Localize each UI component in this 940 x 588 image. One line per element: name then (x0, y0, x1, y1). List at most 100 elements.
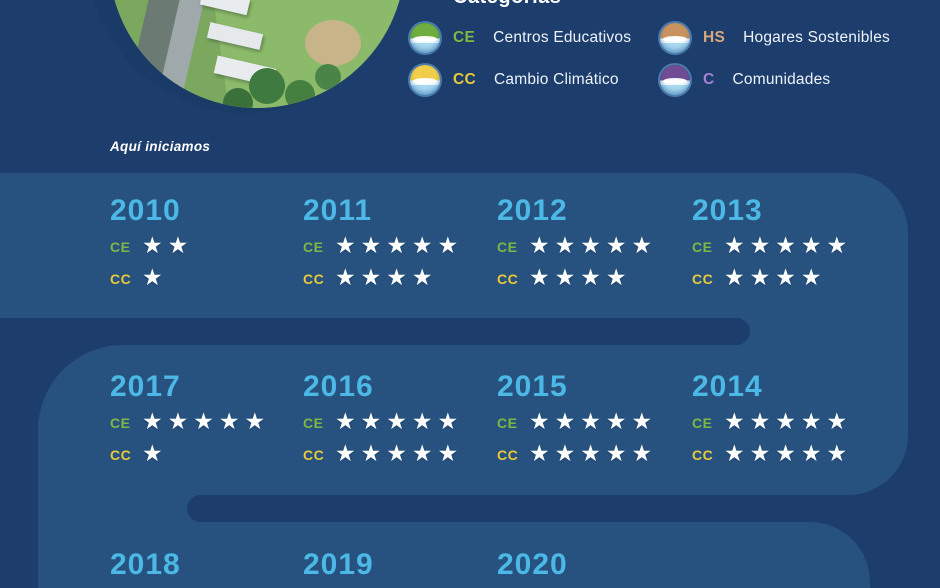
legend-code-cc: CC (453, 70, 476, 88)
rating-stars-2015-ce: ★★★★★ (529, 409, 658, 435)
rating-row-2011-ce: CE ★★★★★ (303, 233, 493, 260)
rating-stars-2011-cc: ★★★★ (335, 265, 438, 291)
rating-code-cc: CC (110, 270, 132, 287)
rating-stars-2013-ce: ★★★★★ (724, 233, 853, 259)
year-label-2012: 2012 (497, 194, 568, 227)
rating-stars-2012-ce: ★★★★★ (529, 233, 658, 259)
rating-code-cc: CC (497, 446, 519, 463)
year-card-2020: 2020 (497, 548, 687, 582)
sun-water-icon (410, 64, 440, 95)
rating-row-2013-cc: CC ★★★★ (692, 265, 882, 292)
timeline-gap-1 (0, 318, 750, 345)
photo-infield (305, 20, 361, 66)
year-label-2018: 2018 (110, 548, 181, 581)
rating-row-2013-ce: CE ★★★★★ (692, 233, 882, 260)
rating-row-2012-ce: CE ★★★★★ (497, 233, 687, 260)
rating-row-2015-cc: CC ★★★★★ (497, 441, 687, 468)
rating-row-2017-ce: CE ★★★★★ (110, 409, 300, 436)
year-card-2011: 2011 CE ★★★★★ CC ★★★★ (303, 194, 493, 292)
legend-code-hs: HS (703, 28, 726, 46)
legend-label-c: Comunidades (732, 70, 831, 88)
year-label-2019: 2019 (303, 548, 374, 581)
legend-label-cc: Cambio Climático (494, 70, 619, 88)
rating-stars-2010-ce: ★★ (142, 233, 194, 259)
rating-code-ce: CE (692, 414, 713, 431)
legend-item-c: C Comunidades (660, 64, 890, 95)
year-card-2019: 2019 (303, 548, 493, 582)
sand-mountain-water-icon (660, 22, 690, 53)
rating-row-2012-cc: CC ★★★★ (497, 265, 687, 292)
rating-code-ce: CE (303, 414, 324, 431)
rating-code-cc: CC (110, 446, 132, 463)
legend-item-hs: HS Hogares Sostenibles (660, 22, 890, 53)
legend: CE Centros Educativos HS Hogares Sostenible… (410, 22, 890, 95)
rating-stars-2017-cc: ★ (142, 441, 168, 467)
year-card-2016: 2016 CE ★★★★★ CC ★★★★★ (303, 370, 493, 468)
rating-row-2017-cc: CC ★ (110, 441, 300, 468)
timeline-connector-right (740, 173, 908, 495)
year-label-2015: 2015 (497, 370, 568, 403)
photo-tree (285, 80, 315, 108)
year-label-2010: 2010 (110, 194, 181, 227)
year-label-2011: 2011 (303, 194, 373, 227)
rating-stars-2011-ce: ★★★★★ (335, 233, 464, 259)
rating-stars-2016-ce: ★★★★★ (335, 409, 464, 435)
rating-stars-2015-cc: ★★★★★ (529, 441, 658, 467)
rating-stars-2010-cc: ★ (142, 265, 168, 291)
year-card-2010: 2010 CE ★★ CC ★ (110, 194, 300, 292)
year-label-2013: 2013 (692, 194, 763, 227)
timeline-band-3 (38, 522, 870, 588)
rating-stars-2017-ce: ★★★★★ (142, 409, 271, 435)
rating-code-ce: CE (497, 238, 518, 255)
rating-stars-2016-cc: ★★★★★ (335, 441, 464, 467)
rating-code-ce: CE (497, 414, 518, 431)
rating-row-2014-cc: CC ★★★★★ (692, 441, 882, 468)
photo-tree (249, 68, 285, 104)
timeline-gap-2 (187, 495, 940, 522)
legend-title: Categorías (453, 0, 561, 9)
legend-code-ce: CE (453, 28, 476, 46)
rating-code-ce: CE (110, 238, 131, 255)
legend-label-ce: Centros Educativos (493, 28, 632, 46)
rating-code-ce: CE (692, 238, 713, 255)
rating-code-cc: CC (692, 270, 714, 287)
year-card-2012: 2012 CE ★★★★★ CC ★★★★ (497, 194, 687, 292)
legend-label-hs: Hogares Sostenibles (743, 28, 890, 46)
rating-code-cc: CC (303, 270, 325, 287)
rating-row-2015-ce: CE ★★★★★ (497, 409, 687, 436)
rating-code-cc: CC (303, 446, 325, 463)
photo-tree (223, 88, 253, 108)
rating-code-ce: CE (110, 414, 131, 431)
year-label-2017: 2017 (110, 370, 181, 403)
year-card-2014: 2014 CE ★★★★★ CC ★★★★★ (692, 370, 882, 468)
rating-code-cc: CC (692, 446, 714, 463)
rating-row-2016-ce: CE ★★★★★ (303, 409, 493, 436)
rating-stars-2014-ce: ★★★★★ (724, 409, 853, 435)
year-label-2016: 2016 (303, 370, 374, 403)
rating-code-ce: CE (303, 238, 324, 255)
legend-item-ce: CE Centros Educativos (410, 22, 660, 53)
year-label-2020: 2020 (497, 548, 568, 581)
rating-row-2010-cc: CC ★ (110, 265, 300, 292)
rating-stars-2013-cc: ★★★★ (724, 265, 827, 291)
rating-code-cc: CC (497, 270, 519, 287)
year-card-2015: 2015 CE ★★★★★ CC ★★★★★ (497, 370, 687, 468)
year-label-2014: 2014 (692, 370, 763, 403)
photo-tree (315, 64, 341, 90)
year-card-2018: 2018 (110, 548, 300, 582)
rating-row-2016-cc: CC ★★★★★ (303, 441, 493, 468)
green-hill-water-icon (410, 22, 440, 53)
rating-stars-2014-cc: ★★★★★ (724, 441, 853, 467)
rating-row-2014-ce: CE ★★★★★ (692, 409, 882, 436)
intro-text: Aquí iniciamos (110, 139, 211, 154)
purple-mountain-water-icon (660, 64, 690, 95)
legend-code-c: C (703, 70, 715, 88)
rating-row-2011-cc: CC ★★★★ (303, 265, 493, 292)
timeline-band-1 (0, 173, 800, 318)
year-card-2013: 2013 CE ★★★★★ CC ★★★★ (692, 194, 882, 292)
aerial-campus-photo (109, 0, 405, 108)
legend-item-cc: CC Cambio Climático (410, 64, 660, 95)
year-card-2017: 2017 CE ★★★★★ CC ★ (110, 370, 300, 468)
